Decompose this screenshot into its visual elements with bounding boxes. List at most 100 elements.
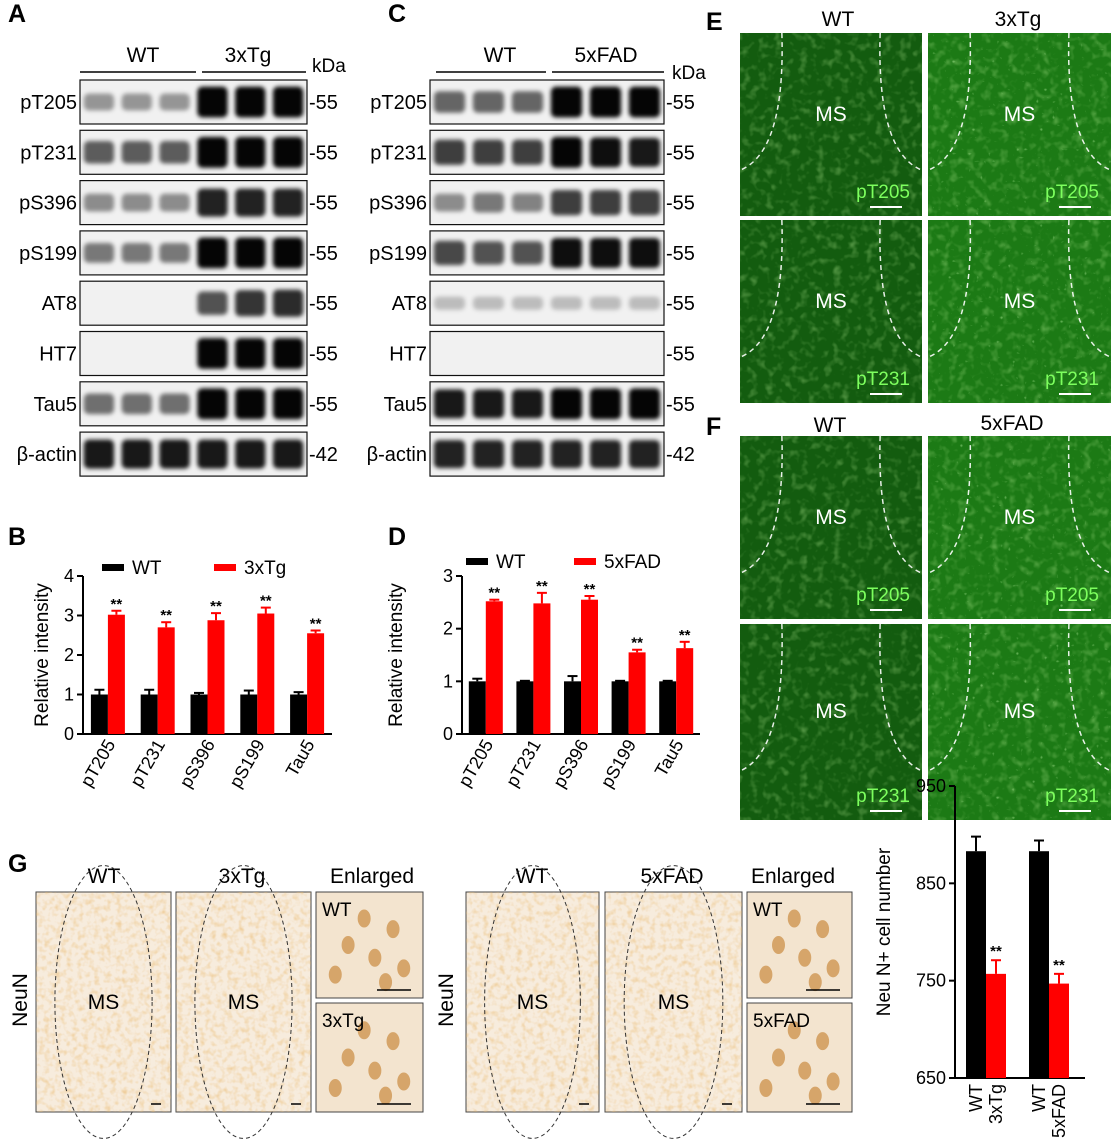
- image-texture: [36, 892, 171, 1112]
- kda-marker: -55: [309, 344, 338, 366]
- kda-marker: -42: [666, 444, 695, 466]
- blot-band: [272, 289, 304, 317]
- x-tick-label: pS199: [597, 736, 640, 791]
- ms-region-label: MS: [815, 506, 847, 529]
- ms-boundary-line: [879, 435, 923, 574]
- ms-region-label: MS: [658, 991, 690, 1014]
- y-axis-label: Relative intensity: [32, 583, 53, 727]
- legend-swatch-5xfad: [574, 558, 596, 565]
- fluorescence-image: MS pT205: [739, 435, 923, 619]
- blot-strip: [79, 79, 308, 125]
- kda-marker: -55: [309, 193, 338, 215]
- fluorescence-image: MS pT205: [739, 32, 923, 216]
- blot-row-label: β-actin: [367, 444, 427, 466]
- neun-image: MS: [604, 865, 743, 1139]
- blot-band: [159, 193, 190, 212]
- blot-strip: [79, 381, 308, 427]
- blot-band: [472, 91, 505, 113]
- legend-label: WT: [132, 558, 162, 579]
- inset-label: WT: [753, 900, 783, 921]
- bar-wt-2: [1029, 851, 1049, 1078]
- bar-wt-ps396: [190, 694, 208, 734]
- neuron-cell: [808, 1086, 822, 1105]
- y-axis-label: Relative intensity: [386, 583, 407, 727]
- bar-wt-tau5: [659, 681, 677, 734]
- neuron-cell: [379, 973, 393, 992]
- x-tick-label: pT205: [77, 736, 120, 790]
- blot-band: [235, 188, 266, 217]
- blot-band: [433, 240, 466, 266]
- blot-band: [511, 91, 544, 113]
- blot-row-actin: β-actin -42: [17, 431, 338, 477]
- significance-marker: **: [111, 596, 123, 613]
- blot-band: [511, 296, 544, 310]
- blot-band: [511, 241, 544, 265]
- blot-band: [272, 237, 304, 269]
- column-label-wt: WT: [822, 8, 855, 31]
- ms-region-label: MS: [1004, 290, 1036, 313]
- panel-label-b: B: [8, 523, 26, 551]
- blot-bands: [433, 189, 661, 216]
- blot-band: [472, 139, 505, 165]
- ms-boundary-line: [927, 32, 972, 171]
- legend-label: 3xTg: [244, 558, 286, 579]
- blot-row-pt205: pT205 -55: [20, 79, 338, 125]
- blot-bands: [433, 237, 661, 268]
- blot-strip: [79, 280, 308, 326]
- enlarged-inset: WT: [315, 891, 424, 999]
- bar-5xfad-3: [1049, 983, 1069, 1078]
- neuron-cell: [798, 948, 812, 967]
- neuron-cell: [386, 920, 400, 939]
- blot-bands: [83, 86, 304, 118]
- blot-strip: [79, 230, 308, 276]
- blot-row-ht7: HT7 -55: [389, 330, 695, 377]
- ms-region-label: MS: [1004, 700, 1036, 723]
- inset-label: 5xFAD: [753, 1011, 810, 1032]
- blot-band: [511, 139, 544, 165]
- blot-row-pt205: pT205 -55: [370, 79, 695, 125]
- bar-5xfad-pt231: [533, 603, 551, 734]
- blot-row-label: pS396: [19, 193, 77, 215]
- ms-boundary-line: [623, 865, 724, 1139]
- marker-label: pT231: [856, 369, 910, 390]
- marker-label: pT205: [856, 182, 910, 203]
- bar-wt-pt231: [516, 681, 534, 734]
- blot-row-label: pT205: [370, 92, 427, 114]
- x-tick-label: pT231: [126, 736, 169, 790]
- blot-strip: [429, 330, 665, 377]
- chart-b: 0 1 2 3 4 Relative intensity ** pT205 ** pT231 ** p…: [32, 558, 332, 791]
- ms-region-label: MS: [1004, 103, 1036, 126]
- marker-label: pT205: [1045, 182, 1099, 203]
- image-cells: [928, 624, 1111, 820]
- ms-region-label: MS: [815, 290, 847, 313]
- blot-band: [121, 439, 152, 469]
- legend-swatch-wt: [466, 558, 488, 565]
- ms-boundary-line: [1067, 219, 1112, 358]
- fluorescence-image: MS pT231: [927, 219, 1112, 403]
- ms-region-label: MS: [815, 700, 847, 723]
- kda-marker: -55: [666, 344, 695, 366]
- y-tick-label: 0: [443, 724, 453, 744]
- neun-image: MS: [175, 865, 312, 1139]
- blot-bands: [433, 296, 661, 310]
- blot-band: [550, 237, 583, 268]
- group-label-wt: WT: [127, 44, 160, 67]
- enlarged-inset: 3xTg: [315, 1002, 424, 1113]
- y-axis-label: Neu N+ cell number: [874, 847, 895, 1016]
- blot-band: [511, 193, 544, 212]
- blot-strip: [79, 431, 308, 477]
- ms-boundary-line: [739, 435, 783, 574]
- blot-row-label: AT8: [392, 293, 427, 315]
- ms-boundary-line: [484, 865, 581, 1139]
- kda-marker: -55: [666, 394, 695, 416]
- blot-row-label: pT231: [370, 142, 427, 164]
- significance-marker: **: [536, 578, 548, 595]
- kda-marker: -55: [666, 243, 695, 265]
- ms-boundary-line: [739, 623, 783, 772]
- y-tick-label: 4: [64, 566, 74, 586]
- neuron-cell: [798, 1061, 812, 1080]
- blot-band: [235, 439, 266, 469]
- blot-band: [235, 290, 266, 317]
